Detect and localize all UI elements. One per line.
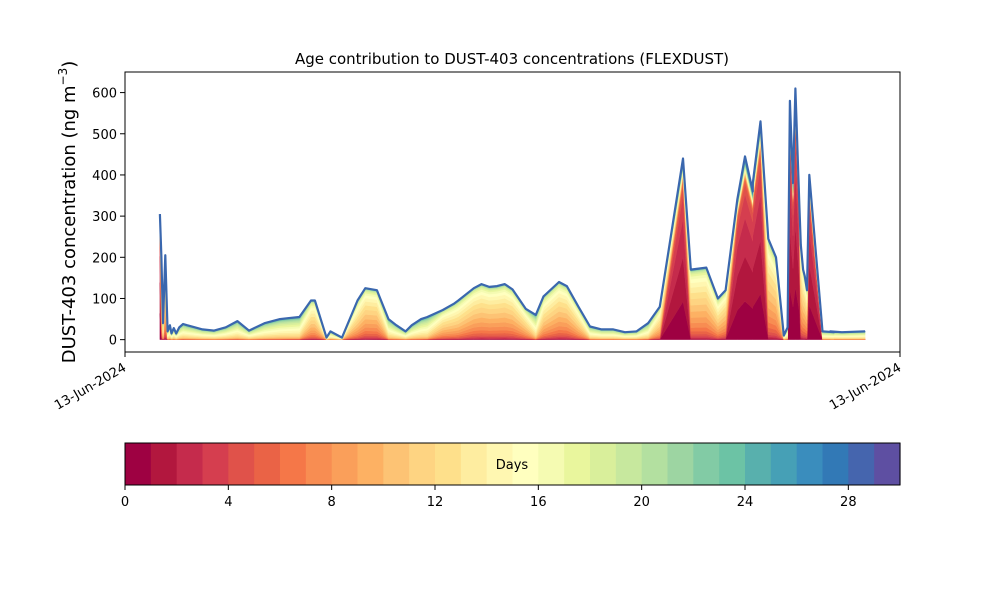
colorbar-bin [538,443,565,485]
colorbar-bin [590,443,617,485]
plot-frame [124,71,901,353]
colorbar-bin [254,443,281,485]
colorbar-frame [124,442,901,486]
colorbar-bin [667,443,694,485]
colorbar-bin [150,443,178,485]
y-tick-label: 600 [92,87,117,102]
colorbar-bin [564,443,591,485]
y-tick-label: 100 [92,292,117,307]
colorbar-bin [202,443,229,485]
colorbar-bin [615,443,643,485]
colorbar-bin [228,443,255,485]
y-tick-label: 200 [92,251,117,266]
colorbar-tick-label: 16 [530,495,547,510]
total-concentration-line [158,87,866,339]
colorbar-bin [719,443,746,485]
y-axis-label: DUST-403 concentration (ng m−3) [56,61,80,364]
colorbar-bin [770,443,798,485]
colorbar-bin [305,443,333,485]
x-tick-label: 13-Jun-2024 [52,360,129,413]
colorbar-bin [435,443,462,485]
colorbar-bin [874,443,901,485]
colorbar-bin [357,443,384,485]
colorbar-tick-label: 4 [224,495,232,510]
colorbar-tick-label: 24 [737,495,754,510]
colorbar-bin [822,443,849,485]
y-tick-label: 400 [92,169,117,184]
colorbar-bins [125,443,901,485]
y-tick-label: 300 [92,210,117,225]
colorbar-bin [383,443,410,485]
colorbar-tick-label: 8 [328,495,336,510]
colorbar-tick-label: 0 [121,495,129,510]
colorbar-tick-label: 12 [427,495,444,510]
colorbar-bin [848,443,875,485]
colorbar-label: Days [496,458,529,473]
y-axis-label-sup: −3 [56,68,70,86]
y-axis-ticks: 0 100 200 300 400 500 600 [92,87,125,349]
colorbar-bin [486,443,514,485]
colorbar-bin [176,443,204,485]
colorbar-bin [641,443,669,485]
colorbar-ticks: 0 4 8 12 16 20 24 28 [121,485,857,510]
colorbar-bin [796,443,824,485]
colorbar-tick-label: 20 [633,495,650,510]
colorbar-bin [512,443,539,485]
colorbar-bin [125,443,152,485]
colorbar-bin [460,443,488,485]
colorbar-bin [409,443,436,485]
y-tick-label: 0 [109,334,117,349]
colorbar-bin [331,443,359,485]
x-tick-label: 13-Jun-2024 [827,360,904,413]
x-axis-ticks: 13-Jun-2024 13-Jun-2024 [52,352,904,413]
colorbar-bin [745,443,772,485]
y-tick-label: 500 [92,128,117,143]
colorbar-bin [693,443,720,485]
chart-title: Age contribution to DUST-403 concentrati… [295,50,729,68]
colorbar-bin [280,443,307,485]
colorbar: Days 0 4 8 12 16 20 24 28 [121,442,901,510]
colorbar-tick-label: 28 [840,495,857,510]
